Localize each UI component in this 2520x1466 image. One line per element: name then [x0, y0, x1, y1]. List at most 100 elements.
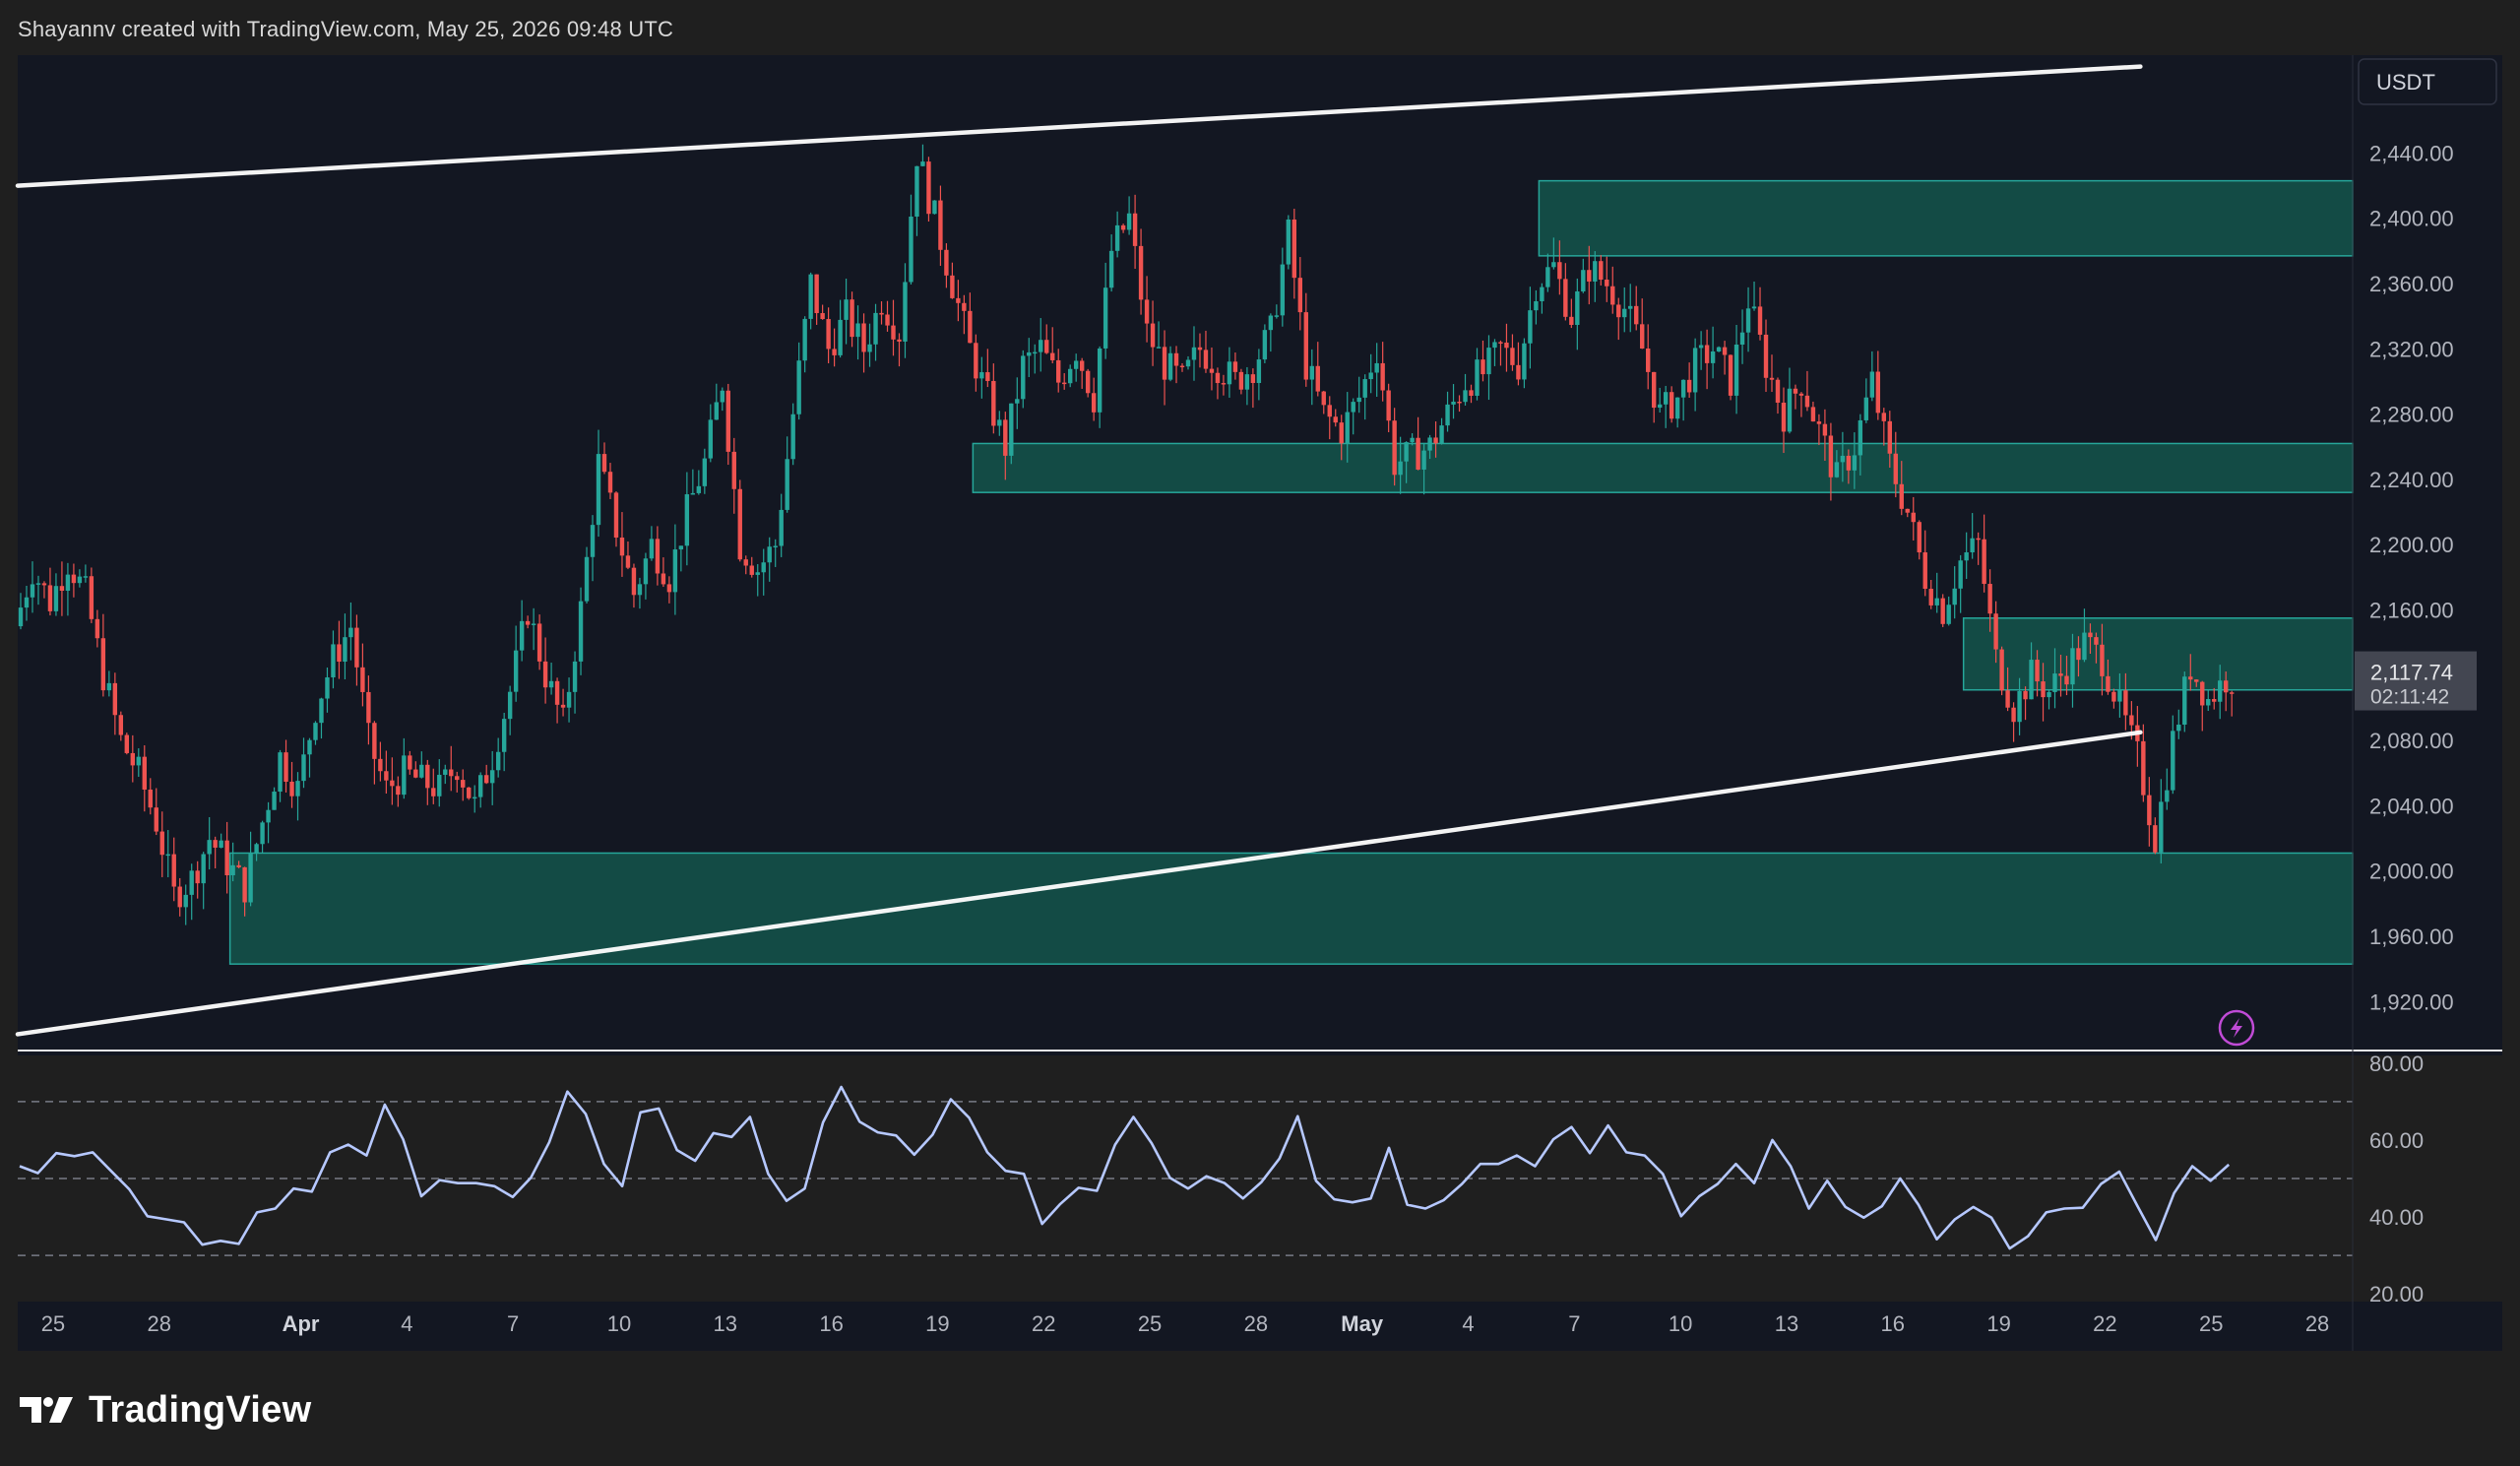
candle-body [360, 667, 365, 692]
candle-body [236, 864, 241, 867]
candle-body [1528, 310, 1533, 344]
candle-body [1669, 392, 1674, 419]
candle-body [278, 752, 283, 793]
alert-lightning-icon[interactable] [2218, 1009, 2255, 1047]
candle-body [578, 601, 584, 662]
candle-body [272, 792, 277, 810]
candle-body [501, 719, 507, 752]
rsi-tick-label: 20.00 [2369, 1282, 2424, 1307]
candle-body [1280, 264, 1286, 316]
candle-body [1875, 371, 1881, 414]
candle-body [661, 573, 666, 585]
candle-body [1309, 365, 1314, 380]
zone-box [1962, 617, 2354, 691]
candle-body [1781, 402, 1787, 432]
candle-body [1686, 379, 1692, 393]
candle-body [979, 372, 984, 379]
candle-body [2100, 644, 2105, 676]
time-axis: 25 28 Apr 4 7 10 13 16 19 22 25 28 May 4 7 10 13 16 19 22 25… [41, 1311, 2330, 1336]
candle-body [1810, 407, 1816, 422]
price-tick-label: 2,200.00 [2369, 533, 2454, 557]
candle-body [413, 769, 418, 778]
candle-body [2182, 676, 2187, 726]
time-tick-label: 4 [401, 1311, 412, 1336]
candle-body [337, 644, 342, 663]
candle-body [242, 866, 247, 903]
candle-body [489, 770, 495, 784]
candle-body [1934, 598, 1939, 606]
brand-wordmark: TradingView [89, 1388, 312, 1431]
candle-body [472, 797, 477, 799]
candle-body [2171, 731, 2175, 791]
candle-body [1009, 403, 1014, 456]
candle-body [378, 758, 383, 772]
time-tick-label: 25 [41, 1311, 65, 1336]
candle-body [666, 584, 672, 593]
time-tick-label: 19 [925, 1311, 949, 1336]
candle-body [1091, 393, 1097, 413]
candle-body [1599, 261, 1604, 281]
candle-body [1339, 422, 1344, 444]
candle-body [536, 623, 542, 662]
candle-body [755, 572, 760, 575]
candle-body [1321, 391, 1326, 406]
candle-body [1492, 342, 1497, 349]
candle-body [2064, 675, 2069, 685]
candle-body [30, 584, 35, 598]
candle-body [1976, 538, 1981, 541]
candle-body [1015, 399, 1020, 404]
price-axis-background [2353, 55, 2502, 1055]
candle-body [1451, 401, 1456, 405]
candle-body [1893, 453, 1898, 484]
candle-body [1062, 382, 1067, 385]
candle-body [714, 402, 720, 420]
candle-body [35, 583, 41, 585]
candle-body [2070, 648, 2075, 685]
candle-body [301, 754, 306, 782]
candle-body [761, 562, 766, 573]
candle-body [1651, 371, 1657, 409]
time-tick-label: 28 [148, 1311, 171, 1336]
candle-body [649, 539, 655, 559]
candle-body [790, 414, 795, 460]
candle-body [678, 545, 684, 550]
candle-body [443, 769, 448, 775]
candle-body [189, 870, 194, 895]
candle-body [1144, 299, 1150, 324]
candle-body [938, 200, 943, 250]
candle-body [2041, 681, 2046, 698]
candle-body [1421, 450, 1426, 470]
candle-body [572, 661, 578, 692]
candle-body [720, 390, 724, 403]
candle-body [1869, 371, 1875, 398]
time-tick-label: 13 [1775, 1311, 1798, 1336]
candle-body [2088, 632, 2093, 638]
candle-body [867, 344, 872, 352]
candle-body [2023, 690, 2028, 700]
candle-body [1102, 287, 1108, 349]
candlesticks [18, 144, 2235, 925]
candle-body [743, 559, 748, 566]
candle-body [1769, 377, 1775, 380]
candle-body [1540, 287, 1544, 301]
currency-selector[interactable]: USDT [2358, 58, 2497, 105]
candle-body [24, 597, 30, 608]
candle-body [1333, 416, 1338, 423]
candle-body [779, 509, 784, 546]
candle-body [1557, 262, 1562, 280]
candle-body [254, 844, 259, 855]
candle-body [1085, 370, 1091, 394]
candle-body [354, 627, 359, 668]
candle-body [1757, 306, 1763, 335]
candle-body [1221, 383, 1227, 385]
candle-body [1392, 420, 1397, 476]
candle-body [1952, 588, 1957, 606]
candle-body [1793, 388, 1798, 394]
candle-body [94, 618, 100, 639]
candle-body [956, 297, 961, 303]
candle-body [18, 607, 24, 627]
currency-box [2358, 58, 2497, 105]
candle-body [47, 585, 53, 611]
candle-body [130, 752, 136, 766]
candle-body [455, 776, 460, 781]
